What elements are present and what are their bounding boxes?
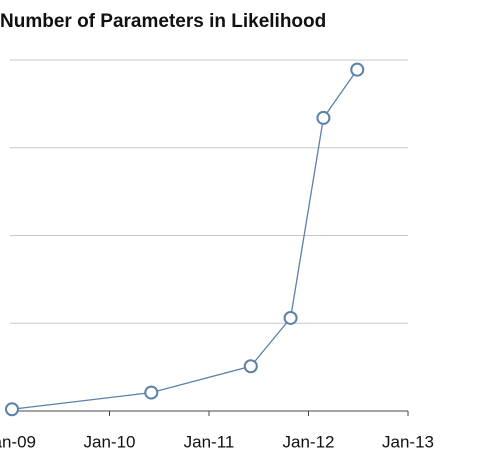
point [283,310,298,325]
point [144,385,159,400]
chart-title: Number of Parameters in Likelihood [0,11,326,32]
point [316,110,331,125]
point [4,402,19,417]
line [11,69,358,410]
x-tick-label: Jan-13 [382,432,434,451]
point [350,62,365,77]
x-tick-label: Jan-10 [84,432,136,451]
x-tick-label: Jan-12 [283,432,335,451]
x-tick-label: Jan-09 [0,432,36,451]
x-tick-label: Jan-11 [184,432,235,451]
point [243,359,258,374]
